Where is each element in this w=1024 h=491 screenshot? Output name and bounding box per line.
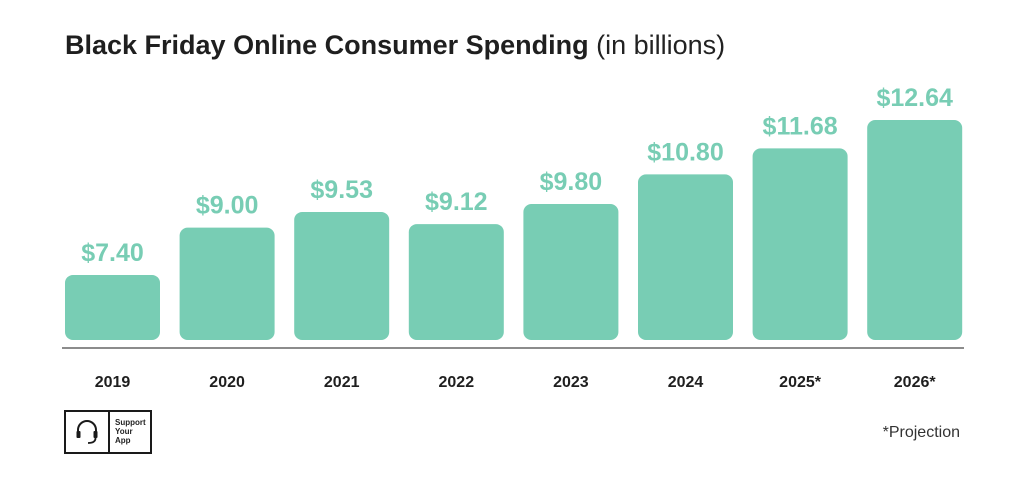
data-label: $7.40 bbox=[81, 239, 144, 267]
x-tick-label: 2024 bbox=[668, 374, 704, 391]
chart-title-sub: (in billions) bbox=[596, 30, 726, 60]
logo-line-3: App bbox=[115, 436, 131, 445]
logo-line-2: Your bbox=[115, 427, 133, 436]
logo-line-1: Support bbox=[115, 418, 146, 427]
data-label: $9.12 bbox=[425, 188, 488, 216]
data-label: $9.80 bbox=[540, 168, 603, 196]
x-tick-label: 2022 bbox=[439, 374, 475, 391]
data-label: $10.80 bbox=[647, 138, 723, 166]
x-tick-label: 2023 bbox=[553, 374, 589, 391]
bar-2019 bbox=[65, 274, 160, 340]
bar-2022 bbox=[408, 224, 504, 340]
data-label: $9.00 bbox=[196, 192, 259, 220]
x-tick-label: 2025* bbox=[779, 374, 822, 391]
bar-2025 bbox=[752, 148, 848, 340]
headset-icon bbox=[66, 412, 110, 452]
logo-text: Support Your App bbox=[110, 412, 146, 452]
x-tick-label: 2020 bbox=[209, 374, 245, 391]
bar-2020 bbox=[179, 227, 275, 340]
data-label: $9.53 bbox=[310, 176, 373, 204]
data-label: $11.68 bbox=[763, 112, 838, 140]
data-label: $12.64 bbox=[876, 84, 953, 112]
bar-2024 bbox=[638, 174, 733, 340]
x-tick-label: 2021 bbox=[324, 374, 360, 391]
x-tick-label: 2026* bbox=[894, 374, 937, 391]
x-tick-label: 2019 bbox=[95, 374, 131, 391]
support-your-app-logo: Support Your App bbox=[64, 410, 152, 454]
chart-title-main: Black Friday Online Consumer Spending bbox=[65, 30, 589, 60]
bar-2023 bbox=[523, 203, 619, 340]
bar-2021 bbox=[294, 211, 390, 340]
bar-2026 bbox=[867, 120, 963, 340]
chart-title: Black Friday Online Consumer Spending (i… bbox=[65, 30, 725, 61]
projection-note: *Projection bbox=[882, 424, 960, 441]
